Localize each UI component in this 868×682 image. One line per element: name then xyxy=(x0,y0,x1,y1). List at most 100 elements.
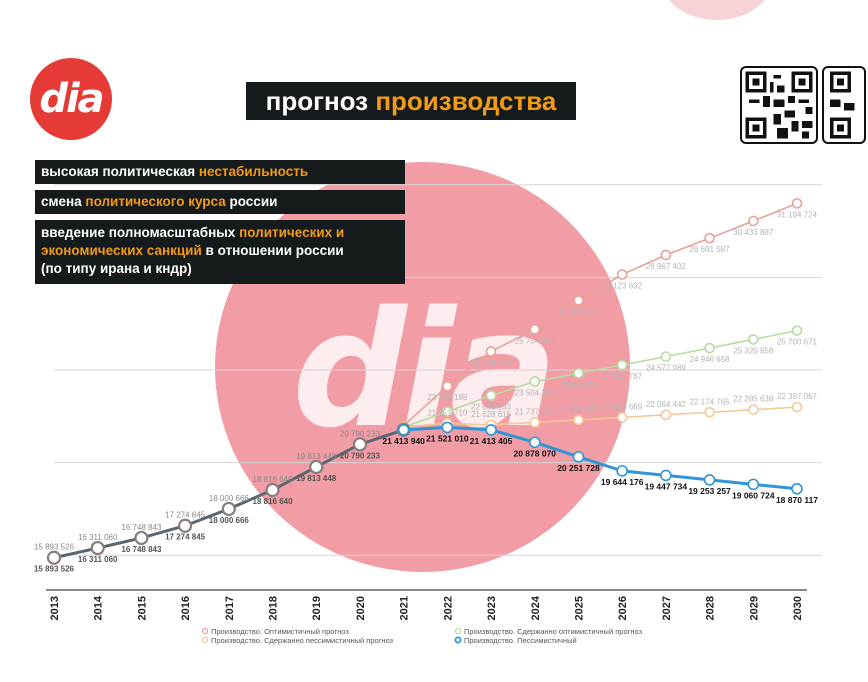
data-label-hist: 20 790 233 xyxy=(340,429,381,438)
data-point-opt xyxy=(573,295,584,306)
series-line-pes xyxy=(403,425,798,491)
x-tick-label: 2013 xyxy=(49,596,61,620)
data-label-mod_pes: 22 397 067 xyxy=(777,392,818,401)
data-point-mod_pes xyxy=(791,401,803,413)
qr-code-secondary-icon[interactable] xyxy=(822,66,866,144)
data-point-hist xyxy=(46,550,62,565)
data-label-mod_pes: 22 285 638 xyxy=(733,395,774,404)
x-tick-label: 2021 xyxy=(399,596,411,620)
data-point-hist xyxy=(309,459,324,475)
data-point-opt xyxy=(791,198,803,209)
data-point-mod_pes xyxy=(573,414,584,426)
data-point-mod_opt xyxy=(660,351,672,362)
data-label-opt: 28 967 402 xyxy=(646,262,687,271)
data-label-pes: 19 253 257 xyxy=(688,486,731,496)
data-point-pes xyxy=(747,478,760,491)
x-tick-label: 2028 xyxy=(705,596,717,620)
bullet-2-tail: россии xyxy=(225,194,278,209)
x-tick-label: 2019 xyxy=(311,596,323,620)
data-point-opt xyxy=(747,215,759,227)
data-label-mod_opt: 23 856 913 xyxy=(558,380,599,389)
data-label-mod_pes: 22 174 765 xyxy=(690,397,731,406)
data-point-opt xyxy=(660,249,672,261)
data-label-pes: 20 251 728 xyxy=(557,463,600,473)
series-line-mod_opt xyxy=(403,329,798,428)
data-point-pes xyxy=(660,469,672,482)
data-label-mod_opt: 24 946 658 xyxy=(690,355,731,364)
data-label-hist-below: 15 893 526 xyxy=(34,565,75,574)
legend-marker-mod_opt xyxy=(454,627,462,635)
data-point-pes xyxy=(528,436,541,449)
dia-logo: dia xyxy=(30,58,112,140)
data-point-pes xyxy=(485,424,497,436)
legend-label-pes: Производство. Пессимистичный xyxy=(464,636,577,645)
data-point-pes xyxy=(441,421,454,434)
x-tick-label: 2014 xyxy=(93,595,105,620)
x-tick-label: 2015 xyxy=(136,596,148,620)
data-label-mod_opt: 22 856 993 xyxy=(471,402,512,411)
bullet-3-accent: политических и экономических санкций xyxy=(41,225,345,258)
data-label-mod_pes: 21 751 710 xyxy=(427,408,468,417)
data-label-hist-below: 17 274 845 xyxy=(165,533,206,542)
title-part2: производства xyxy=(375,86,557,116)
data-label-mod_pes: 21 954 669 xyxy=(602,402,643,411)
data-label-hist: 16 748 843 xyxy=(121,523,162,532)
x-tick-label: 2030 xyxy=(792,596,804,620)
data-point-mod_opt xyxy=(529,376,541,387)
data-label-hist: 16 311 060 xyxy=(78,533,118,542)
data-label-mod_opt: 23 504 348 xyxy=(515,388,556,397)
data-label-mod_opt: 25 320 858 xyxy=(733,346,774,355)
data-label-opt: 24 569 163 xyxy=(471,358,512,367)
data-label-mod_pes: 21 845 442 xyxy=(558,405,599,414)
bullet-3-text: введение полномасштабных xyxy=(41,225,240,240)
data-point-hist xyxy=(178,518,193,533)
data-point-mod_pes xyxy=(529,417,541,428)
data-point-hist xyxy=(90,540,105,556)
data-point-mod_pes xyxy=(660,409,672,421)
data-label-pes: 21 413 940 xyxy=(382,436,425,446)
data-label-mod_pes: 21 737 000 xyxy=(515,407,556,416)
data-label-hist: 19 813 448 xyxy=(296,452,337,461)
x-tick-label: 2024 xyxy=(530,595,542,620)
legend-marker-mod_pes xyxy=(201,636,209,644)
data-point-pes xyxy=(703,474,716,486)
data-label-pes: 18 870 117 xyxy=(776,495,818,505)
legend-marker-pes xyxy=(454,636,462,644)
data-label-opt: 29 691 587 xyxy=(690,245,731,254)
data-point-mod_opt xyxy=(485,390,497,401)
data-point-opt xyxy=(529,324,541,335)
data-label-hist-below: 20 790 233 xyxy=(340,451,381,460)
data-point-opt xyxy=(616,269,628,280)
data-point-opt xyxy=(704,232,715,244)
data-label-hist: 18 816 640 xyxy=(253,475,294,484)
data-label-opt: 31 194 724 xyxy=(777,210,818,219)
x-tick-label: 2023 xyxy=(486,596,498,620)
bullet-policy-change: смена политического курса россии xyxy=(35,190,405,214)
legend-marker-opt xyxy=(201,627,209,635)
qr-code-icon[interactable] xyxy=(740,66,818,144)
bullet-political-instability: высокая политическая нестабильность xyxy=(35,160,405,184)
data-point-pes xyxy=(791,482,803,495)
bullet-2-text: смена xyxy=(41,194,86,209)
bullet-1-accent: нестабильность xyxy=(198,164,309,179)
x-tick-label: 2017 xyxy=(224,596,236,620)
data-label-hist-below: 16 311 060 xyxy=(78,555,118,564)
data-label-hist-below: 19 813 448 xyxy=(296,474,337,483)
data-point-pes xyxy=(397,424,410,436)
data-point-mod_opt xyxy=(704,342,715,354)
x-tick-label: 2018 xyxy=(268,596,280,620)
data-label-hist: 18 000 666 xyxy=(209,494,250,503)
data-label-mod_pes: 21 628 615 xyxy=(471,410,512,419)
data-point-hist xyxy=(134,530,149,546)
bullet-1-text: высокая политическая xyxy=(41,164,199,179)
x-tick-label: 2020 xyxy=(355,596,367,620)
bullet-3-line3: (по типу ирана и кндр) xyxy=(41,261,192,276)
data-label-opt: 27 109 613 xyxy=(558,308,599,317)
data-point-mod_opt xyxy=(616,359,628,371)
bullet-3-tail: в отношении россии xyxy=(201,243,344,258)
data-point-hist xyxy=(265,482,280,498)
page-title: прогноз производства xyxy=(246,82,576,120)
data-point-mod_opt xyxy=(442,406,453,417)
x-tick-label: 2026 xyxy=(617,596,629,620)
